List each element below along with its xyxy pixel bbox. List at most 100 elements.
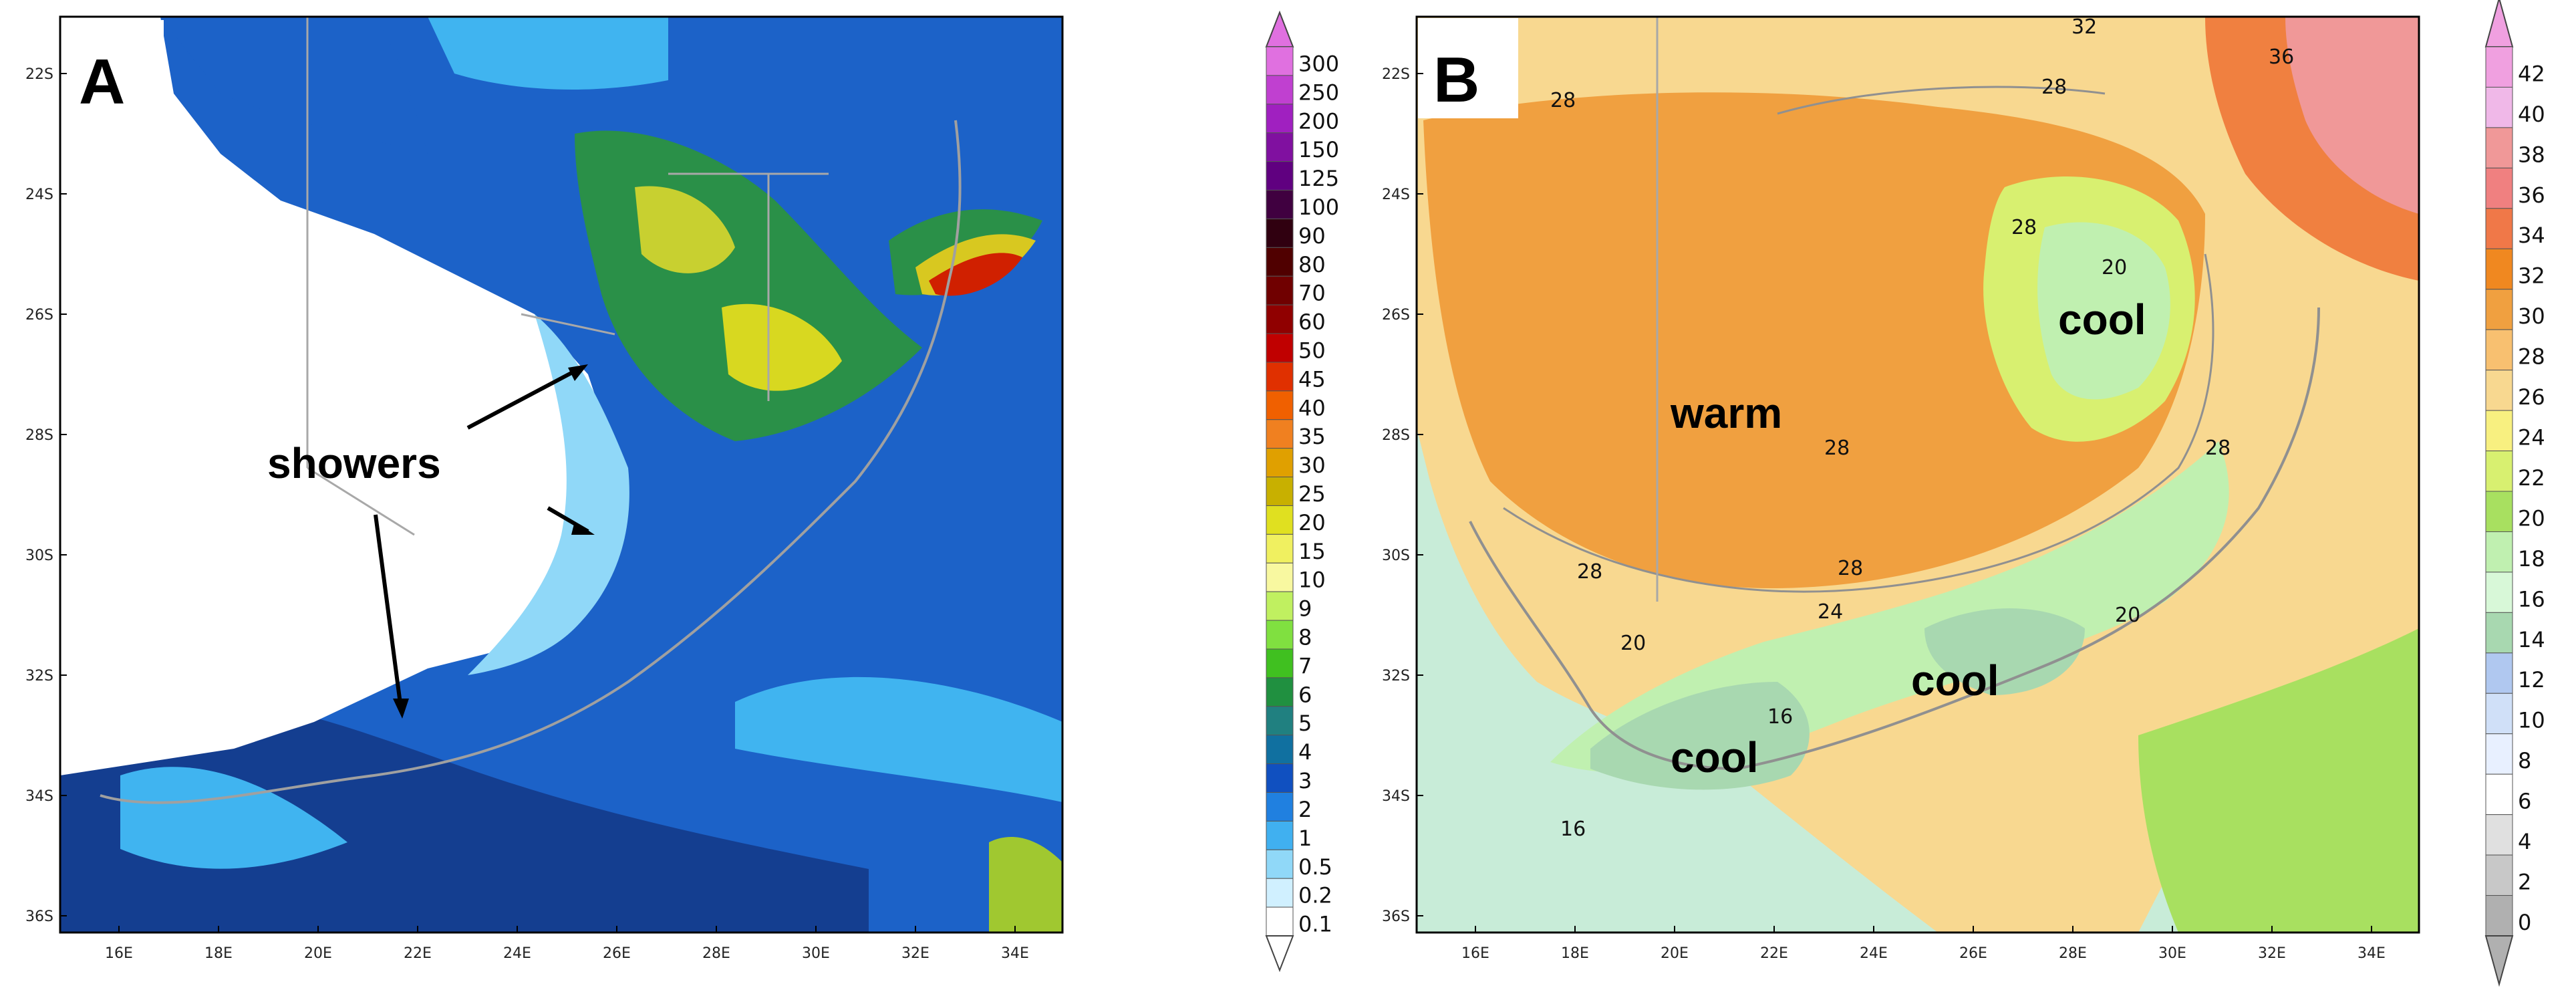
lat-tick-label: 28S bbox=[1382, 427, 1410, 444]
colorbar-swatch bbox=[2485, 773, 2513, 816]
colorbar-label: 2 bbox=[2518, 869, 2531, 894]
colorbar-swatch bbox=[2485, 46, 2513, 88]
colorbar-label: 24 bbox=[2518, 424, 2545, 450]
contour-label: 36 bbox=[2269, 45, 2294, 69]
panel-b-letter: B bbox=[1433, 44, 1479, 116]
panel-a-letter: A bbox=[79, 46, 125, 118]
colorbar-label: 150 bbox=[1298, 137, 1339, 162]
panel-b-contour-north bbox=[1724, 17, 2419, 115]
contour-label: 16 bbox=[1560, 818, 1586, 841]
colorbar-label: 34 bbox=[2518, 223, 2545, 248]
colorbar-label: 70 bbox=[1298, 281, 1326, 306]
colorbar-label: 0 bbox=[2518, 910, 2531, 935]
colorbar-label: 80 bbox=[1298, 252, 1326, 277]
colorbar-swatch bbox=[2485, 208, 2513, 249]
colorbar-label: 50 bbox=[1298, 338, 1326, 364]
colorbar-swatch bbox=[1266, 677, 1294, 707]
colorbar-label: 42 bbox=[2518, 61, 2545, 86]
colorbar-cap-top bbox=[1265, 10, 1294, 47]
colorbar-label: 3 bbox=[1298, 768, 1312, 793]
colorbar-label: 36 bbox=[2518, 182, 2545, 208]
lon-tick-label: 28E bbox=[2059, 945, 2087, 962]
colorbar-swatch bbox=[1266, 648, 1294, 678]
lon-tick-label: 20E bbox=[304, 945, 332, 962]
colorbar-swatch bbox=[1266, 390, 1294, 420]
colorbar-swatch bbox=[1266, 591, 1294, 621]
panel-b-cool-label-1: cool bbox=[2058, 295, 2146, 344]
lon-tick-label: 16E bbox=[105, 945, 133, 962]
contour-label: 32 bbox=[2071, 15, 2097, 39]
colorbar-swatch bbox=[1266, 362, 1294, 392]
lat-tick-label: 30S bbox=[1382, 547, 1410, 564]
panel-a-cyan-band-2 bbox=[120, 767, 347, 869]
panel-a-axis-ticks: 22S 24S 26S 28S 30S 32S 34S 36S 16E 18E 20E 22E 24E 2… bbox=[25, 66, 1029, 962]
panel-b-axis-ticks: 22S 24S 26S 28S 30S 32S 34S 36S 16E 18E 20E 22E 24E 2… bbox=[1382, 66, 2386, 962]
colorbar-swatch bbox=[1266, 849, 1294, 879]
colorbar-swatch bbox=[2485, 895, 2513, 937]
lon-tick-label: 30E bbox=[2158, 945, 2186, 962]
lat-tick-label: 34S bbox=[1382, 788, 1410, 805]
colorbar-label: 45 bbox=[1298, 366, 1326, 392]
colorbar-label: 10 bbox=[1298, 568, 1326, 593]
contour-label: 20 bbox=[1620, 632, 1646, 655]
lon-tick-label: 22E bbox=[1760, 945, 1788, 962]
panel-a-borders bbox=[306, 17, 829, 536]
contour-label: 20 bbox=[2102, 256, 2127, 279]
panel-b-contour-labels: 32 36 28 28 28 20 28 28 28 28 24 20 20 1… bbox=[1550, 15, 2294, 841]
lat-tick-label: 28S bbox=[25, 427, 53, 444]
panel-a-cyan-band bbox=[735, 676, 1062, 802]
panel-b-cool-core-sw bbox=[1590, 682, 1810, 790]
lon-tick-label: 32E bbox=[2258, 945, 2286, 962]
colorbar-swatch bbox=[2485, 329, 2513, 371]
lon-tick-label: 20E bbox=[1661, 945, 1689, 962]
colorbar-label: 8 bbox=[2518, 748, 2531, 773]
colorbar-swatch bbox=[2485, 289, 2513, 330]
lon-tick-label: 24E bbox=[503, 945, 531, 962]
colorbar-label: 0.5 bbox=[1298, 854, 1332, 880]
lon-tick-label: 26E bbox=[1959, 945, 1987, 962]
colorbar-label: 35 bbox=[1298, 424, 1326, 449]
colorbar-swatch bbox=[1266, 477, 1294, 506]
colorbar-label: 20 bbox=[1298, 510, 1326, 535]
colorbar-swatch bbox=[2485, 531, 2513, 573]
lat-tick-label: 22S bbox=[25, 66, 53, 83]
lat-tick-label: 36S bbox=[1382, 908, 1410, 925]
colorbar-swatch bbox=[2485, 693, 2513, 735]
colorbar-label: 10 bbox=[2518, 708, 2545, 733]
lon-tick-label: 34E bbox=[1001, 945, 1029, 962]
panel-b-cool-label-2: cool bbox=[1911, 656, 1999, 705]
panel-b-highland-cool bbox=[2037, 222, 2170, 400]
colorbar-swatch bbox=[1266, 763, 1294, 793]
colorbar-cap-bottom bbox=[2484, 935, 2514, 987]
panel-b-green-se bbox=[2138, 628, 2419, 933]
lat-tick-label: 32S bbox=[25, 668, 53, 685]
colorbar-label: 30 bbox=[2518, 303, 2545, 329]
arrow-head-3 bbox=[393, 699, 409, 719]
contour-label: 28 bbox=[1577, 560, 1602, 584]
colorbar-label: 14 bbox=[2518, 627, 2545, 652]
colorbar-swatch bbox=[1266, 161, 1294, 191]
colorbar-swatch bbox=[1266, 906, 1294, 937]
panel-b-map: B warm cool cool cool 32 36 28 28 28 20 … bbox=[1382, 15, 2420, 962]
lat-tick-label: 26S bbox=[25, 307, 53, 324]
panel-a-letter-box bbox=[63, 20, 164, 120]
lon-tick-label: 32E bbox=[901, 945, 929, 962]
lat-tick-label: 22S bbox=[1382, 66, 1410, 83]
lon-tick-label: 24E bbox=[1860, 945, 1888, 962]
colorbar-swatch bbox=[1266, 791, 1294, 822]
panel-b-hottest-ne bbox=[2285, 17, 2419, 214]
colorbar-label: 20 bbox=[2518, 505, 2545, 531]
colorbar-swatch bbox=[1266, 820, 1294, 850]
colorbar-label: 90 bbox=[1298, 223, 1326, 249]
colorbar-swatch bbox=[2485, 370, 2513, 411]
colorbar-label: 200 bbox=[1298, 108, 1339, 134]
colorbar-swatch bbox=[1266, 533, 1294, 564]
colorbar-label: 12 bbox=[2518, 667, 2545, 693]
colorbar-label: 5 bbox=[1298, 711, 1312, 736]
colorbar-swatch bbox=[1266, 132, 1294, 162]
contour-label: 28 bbox=[2011, 216, 2037, 239]
colorbar-label: 0.2 bbox=[1298, 883, 1332, 908]
colorbar-label: 8 bbox=[1298, 625, 1312, 650]
colorbar-label: 18 bbox=[2518, 546, 2545, 572]
colorbar-swatch bbox=[1266, 706, 1294, 736]
